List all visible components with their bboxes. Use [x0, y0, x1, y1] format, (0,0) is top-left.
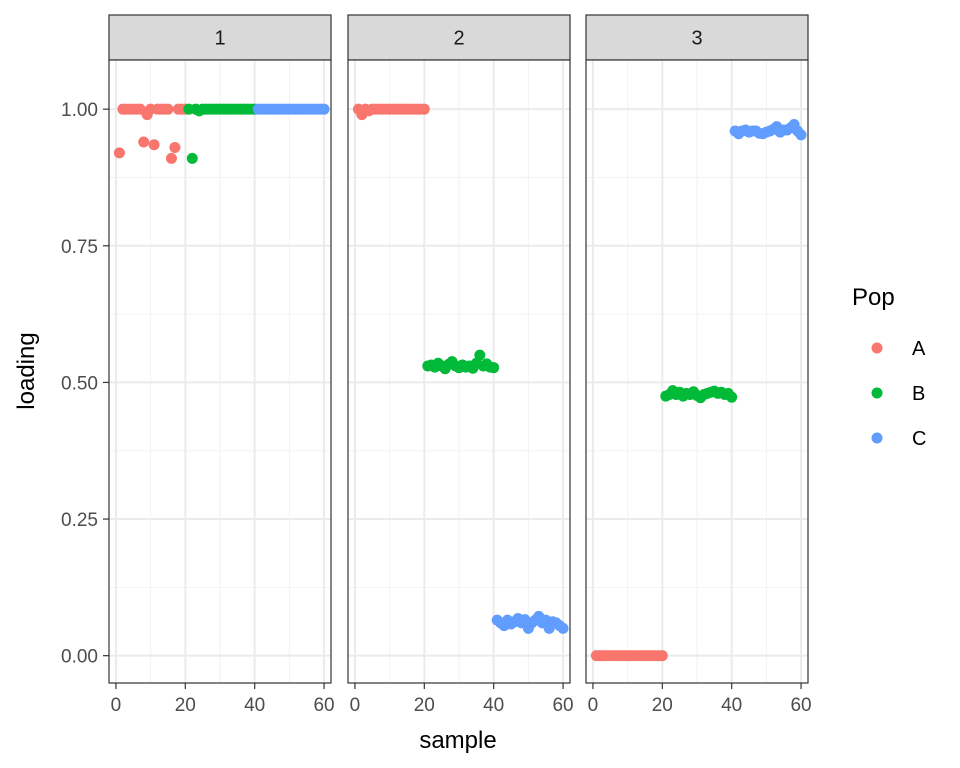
facet-strip: [347, 14, 571, 61]
series-C: [491, 610, 569, 634]
panel-border: [108, 59, 332, 684]
facet-strip-label: 1: [214, 28, 225, 50]
x-axis-title: sample: [419, 727, 496, 754]
x-tick-label: 20: [652, 695, 673, 716]
x-tick-label: 60: [552, 695, 573, 716]
legend-key-B: [871, 387, 883, 399]
x-tick-label: 40: [721, 695, 742, 716]
series-A: [590, 650, 668, 662]
facet-strip: [108, 14, 332, 61]
y-tick-label: 0.25: [61, 510, 98, 531]
facet-strip-label: 3: [691, 28, 702, 50]
facet-panel-2: 20 20 40 60: [347, 14, 574, 716]
data-point: [186, 152, 198, 164]
legend-label-C: C: [912, 428, 926, 450]
data-point: [138, 136, 150, 148]
data-point: [656, 650, 668, 662]
data-point: [148, 139, 160, 151]
legend: Pop A B C: [852, 284, 926, 450]
x-tick-label: 20: [175, 695, 196, 716]
panel-border: [347, 59, 571, 684]
x-tick-label: 0: [111, 695, 122, 716]
x-tick-label: 0: [350, 695, 361, 716]
x-tick-label: 60: [313, 695, 334, 716]
data-point: [165, 152, 177, 164]
x-tick-label: 20: [414, 695, 435, 716]
series-C: [729, 118, 807, 141]
y-axis-title: loading: [13, 332, 40, 409]
x-tick-label: 40: [244, 695, 265, 716]
data-point: [795, 129, 807, 141]
data-point: [557, 622, 569, 634]
facet-strip-label: 2: [453, 28, 464, 50]
y-tick-label: 0.50: [61, 373, 98, 394]
data-point: [318, 103, 330, 115]
facet-panel-3: 3 0 20 40 60: [585, 14, 812, 716]
data-point: [418, 103, 430, 115]
data-point: [169, 141, 181, 153]
legend-label-A: A: [912, 338, 926, 360]
y-tick-label: 0.75: [61, 237, 98, 258]
x-tick-label: 40: [483, 695, 504, 716]
data-point: [726, 391, 738, 403]
legend-label-B: B: [912, 383, 925, 405]
data-point: [474, 349, 486, 361]
legend-title: Pop: [852, 284, 895, 311]
data-point: [162, 103, 174, 115]
y-tick-label: 0.00: [61, 647, 98, 668]
x-tick-label: 0: [588, 695, 599, 716]
data-point: [113, 147, 125, 159]
data-point: [488, 362, 500, 374]
facet-panel-1: 1 0 20 40 60: [108, 14, 335, 716]
legend-key-A: [871, 342, 883, 354]
series-A: [352, 103, 430, 121]
y-tick-label: 1.00: [61, 100, 98, 121]
x-tick-label: 60: [790, 695, 811, 716]
series-B: [422, 349, 500, 375]
series-B: [660, 385, 738, 404]
series-C: [252, 103, 330, 115]
panel-border: [585, 59, 809, 684]
legend-key-C: [871, 432, 883, 444]
series-A: [113, 103, 191, 164]
